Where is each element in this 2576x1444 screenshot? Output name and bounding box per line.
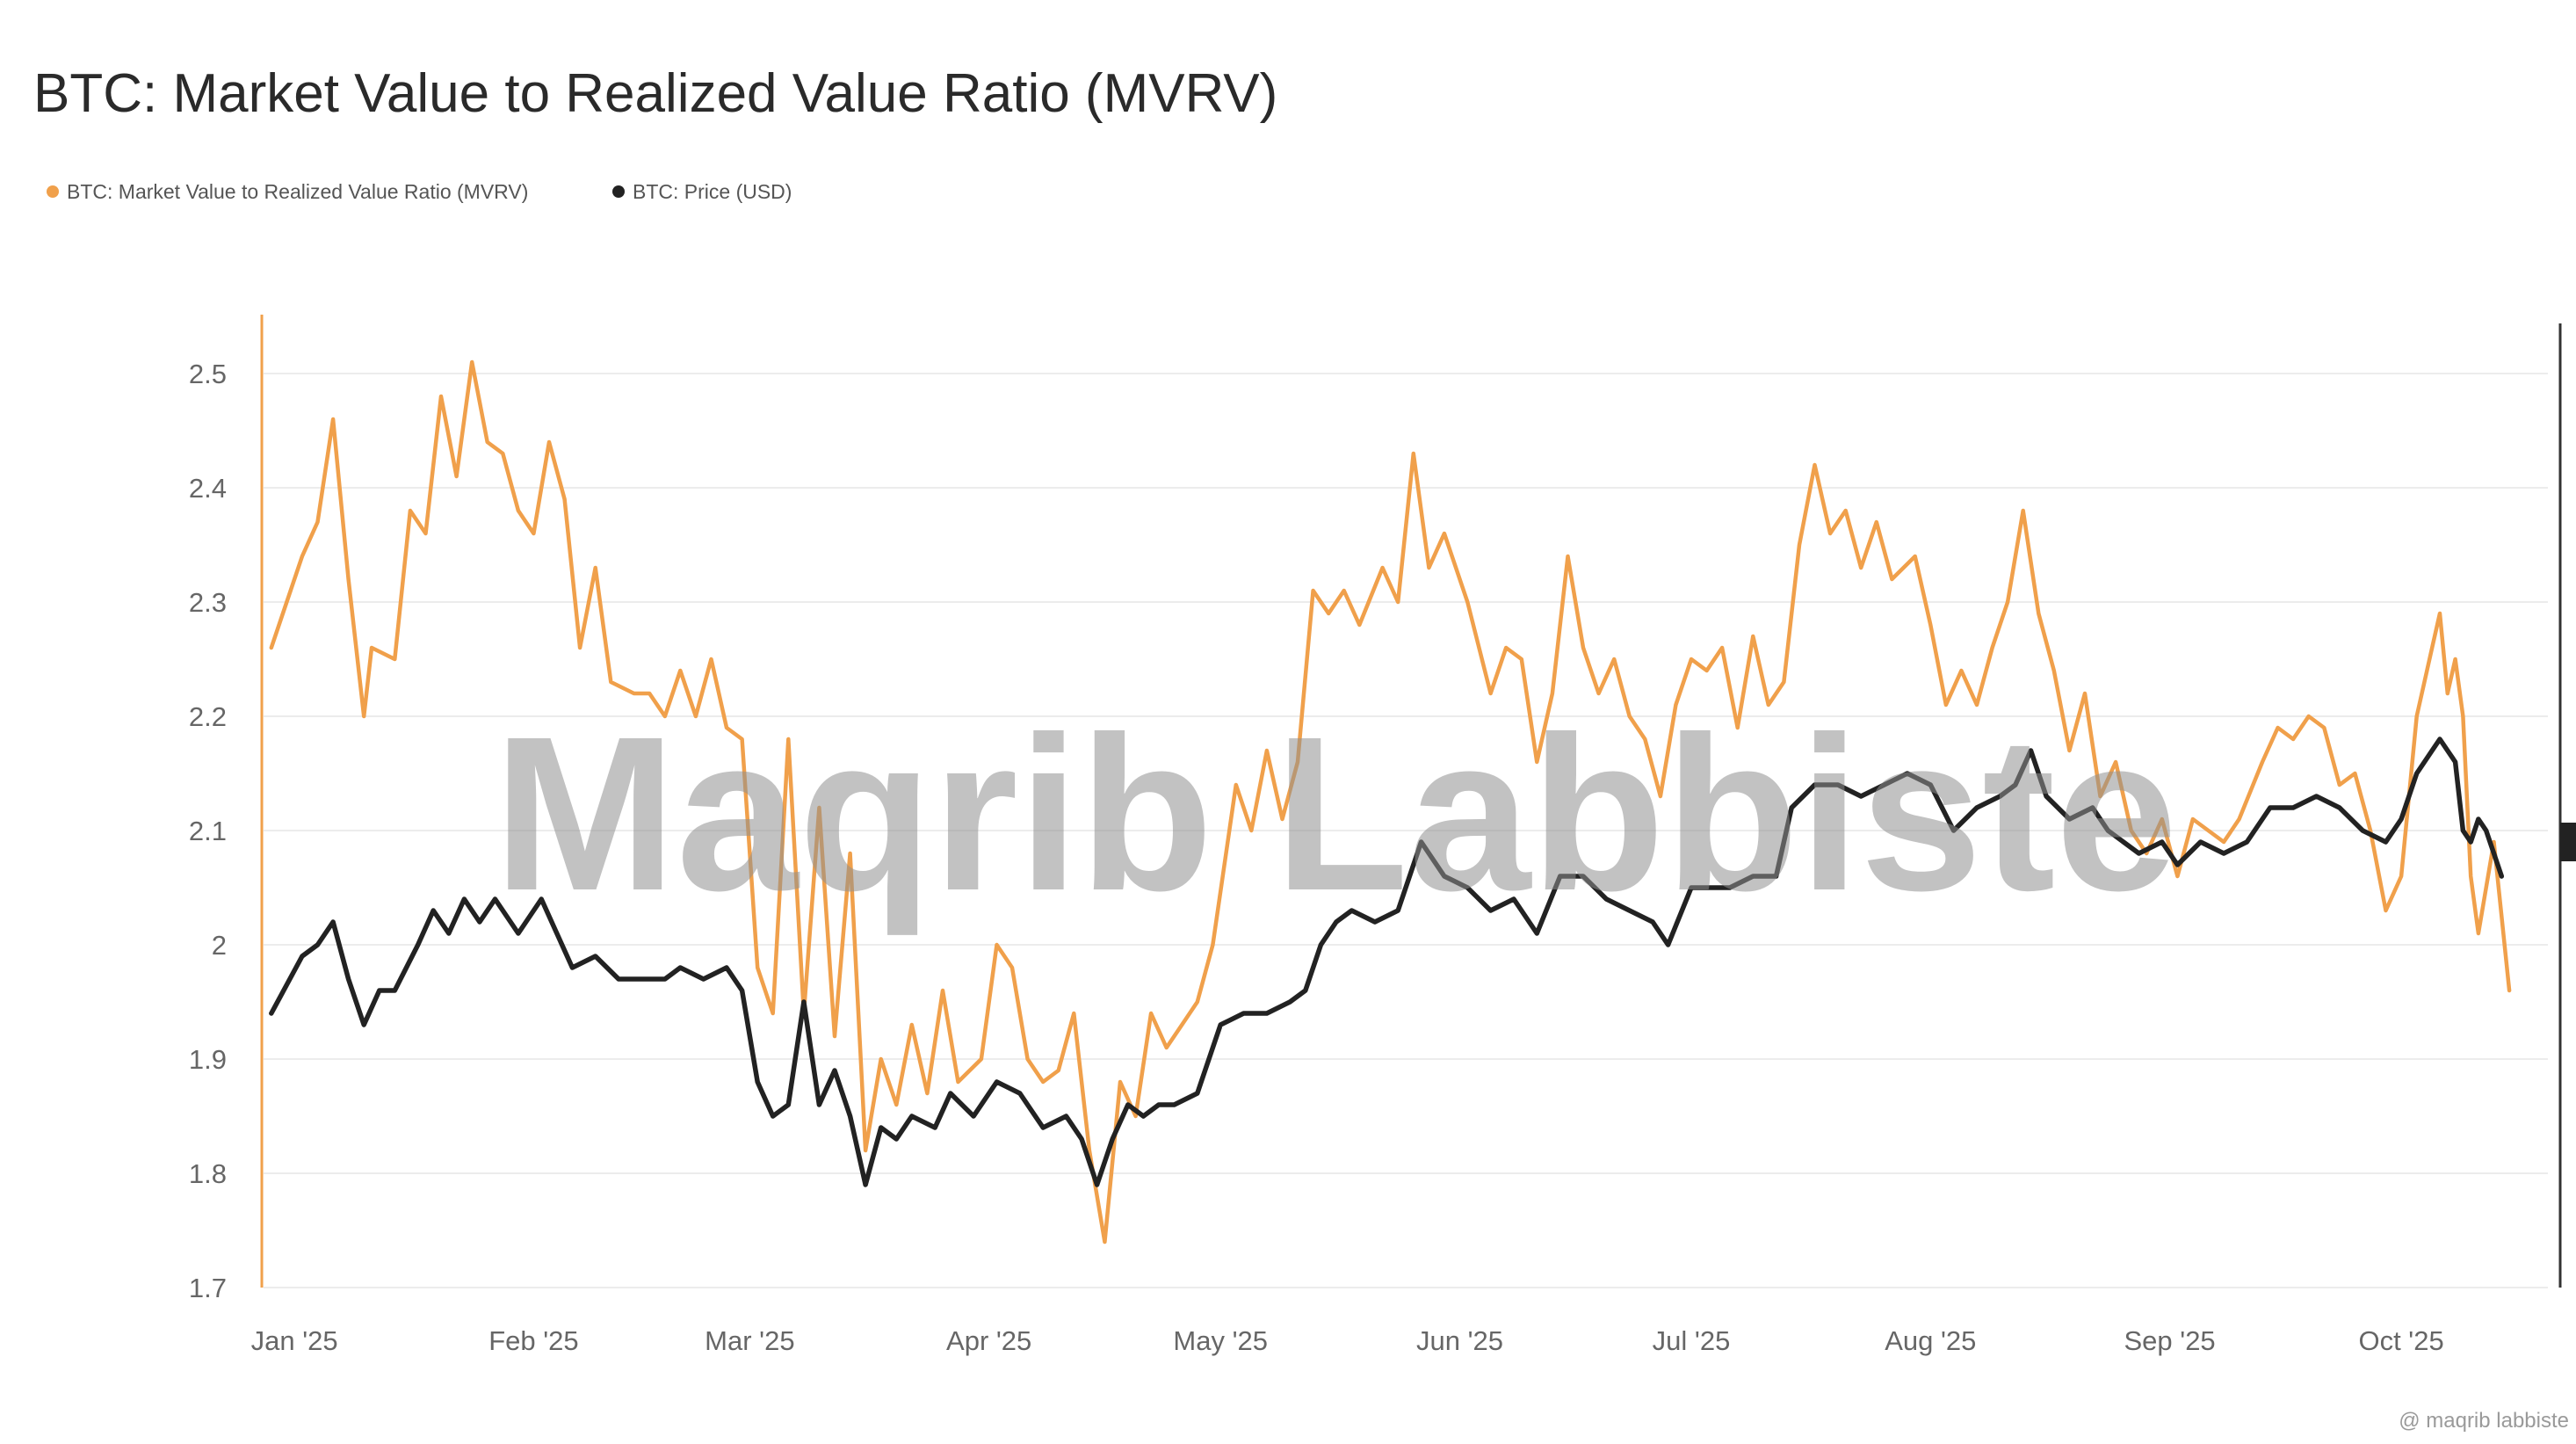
- x-tick-label: Oct '25: [2358, 1325, 2443, 1356]
- legend-item-price[interactable]: BTC: Price (USD): [612, 180, 792, 203]
- x-tick-label: Apr '25: [946, 1325, 1031, 1356]
- x-tick-label: May '25: [1173, 1325, 1268, 1356]
- legend-swatch-price: [612, 185, 625, 198]
- y-tick-label: 2: [212, 930, 227, 961]
- y-tick-label: 2.1: [189, 816, 227, 846]
- y-tick-label: 2.5: [189, 359, 227, 389]
- x-tick-label: Jun '25: [1416, 1325, 1503, 1356]
- y-tick-label: 1.9: [189, 1044, 227, 1075]
- series-lines: [269, 359, 2512, 1244]
- price-line: [269, 737, 2505, 1187]
- y-tick-label: 2.3: [189, 587, 227, 618]
- x-tick-label: Jan '25: [251, 1325, 338, 1356]
- legend-item-mvrv[interactable]: BTC: Market Value to Realized Value Rati…: [47, 180, 528, 203]
- y-tick-label: 1.8: [189, 1158, 227, 1189]
- y-axis: 2.5 2.4 2.3 2.2 2.1 2 1.9 1.8 1.7: [189, 359, 227, 1303]
- y-tick-label: 1.7: [189, 1273, 227, 1303]
- right-axis-marker: [2560, 823, 2576, 861]
- x-tick-label: Mar '25: [705, 1325, 794, 1356]
- x-tick-label: Aug '25: [1885, 1325, 1976, 1356]
- legend-label-price: BTC: Price (USD): [633, 180, 792, 203]
- y-tick-label: 2.4: [189, 473, 227, 504]
- x-tick-label: Sep '25: [2124, 1325, 2216, 1356]
- x-axis: Jan '25 Feb '25 Mar '25 Apr '25 May '25 Jun '…: [251, 1325, 2444, 1356]
- x-tick-label: Jul '25: [1653, 1325, 1731, 1356]
- mvrv-line: [269, 359, 2512, 1244]
- legend-label-mvrv: BTC: Market Value to Realized Value Rati…: [67, 180, 528, 203]
- watermark: Maqrib Labbiste: [494, 691, 2178, 936]
- chart-title: BTC: Market Value to Realized Value Rati…: [33, 63, 1277, 124]
- legend-swatch-mvrv: [47, 185, 59, 198]
- grid-lines: [264, 373, 2548, 1288]
- legend: BTC: Market Value to Realized Value Rati…: [47, 180, 792, 203]
- y-tick-label: 2.2: [189, 701, 227, 732]
- credit-text: @ maqrib labbiste: [2399, 1409, 2569, 1433]
- x-tick-label: Feb '25: [488, 1325, 578, 1356]
